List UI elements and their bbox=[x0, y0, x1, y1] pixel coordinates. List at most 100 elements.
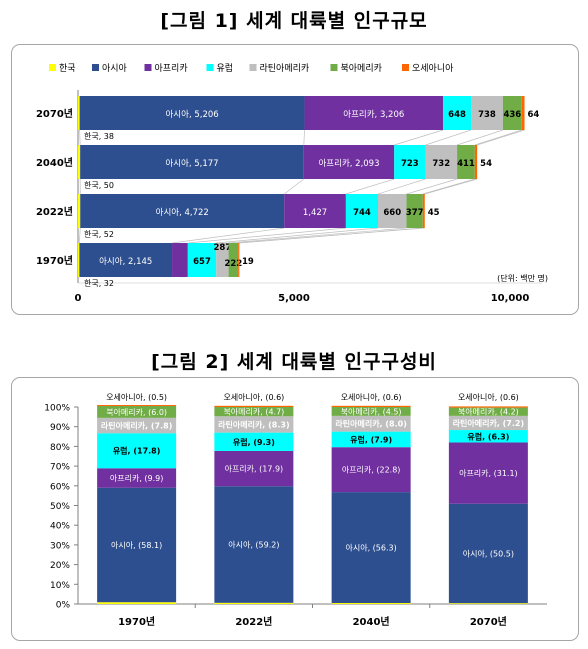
bar-아프리카-2070년 bbox=[304, 96, 444, 130]
legend-swatch bbox=[249, 64, 257, 71]
data-label: 북아메리카, (6.0) bbox=[106, 407, 167, 417]
data-label: 라틴아메리카, (8.0) bbox=[335, 419, 406, 429]
data-label: 라틴아메리카, (8.3) bbox=[218, 419, 289, 429]
y-tick-label: 60% bbox=[50, 482, 70, 492]
bar-한국-2040년 bbox=[331, 603, 411, 604]
bar-아프리카-2022년 bbox=[214, 450, 294, 487]
bar-유럽-2070년 bbox=[448, 430, 528, 443]
legend-label: 아프리카 bbox=[155, 63, 188, 74]
legend-label: 아시아 bbox=[102, 63, 128, 74]
data-label: 한국, 32 bbox=[84, 279, 114, 288]
bar-한국-1970년 bbox=[78, 243, 80, 277]
data-label: 유럽, (9.3) bbox=[233, 437, 275, 447]
series-connector-line bbox=[284, 178, 305, 195]
data-label: 아시아, 5,177 bbox=[165, 158, 218, 169]
data-label: 744 bbox=[353, 208, 371, 218]
data-label: 북아메리카, (4.2) bbox=[458, 407, 519, 417]
bar-한국-2022년 bbox=[78, 194, 81, 228]
bar-북아메리카-2070년 bbox=[502, 96, 522, 130]
series-connector-line bbox=[406, 178, 458, 195]
data-label: 1,427 bbox=[303, 208, 327, 218]
data-label: 아프리카, 3,206 bbox=[343, 109, 404, 120]
bar-오세아니아-1970년 bbox=[97, 405, 177, 407]
series-connector-line bbox=[345, 178, 395, 195]
bar-라틴아메리카-2022년 bbox=[214, 416, 294, 433]
bar-북아메리카-2022년 bbox=[406, 194, 423, 228]
category-label: 2040년 bbox=[353, 615, 390, 628]
series-connector-line bbox=[79, 227, 81, 244]
bar-아시아-1970년 bbox=[97, 487, 177, 603]
bar-아시아-2022년 bbox=[214, 486, 294, 603]
category-label: 2070년 bbox=[36, 107, 73, 120]
data-label: 아시아, (50.5) bbox=[463, 548, 514, 558]
legend-swatch bbox=[206, 64, 214, 71]
bar-아프리카-2040년 bbox=[331, 447, 411, 493]
bar-유럽-2040년 bbox=[394, 145, 426, 179]
category-label: 1970년 bbox=[36, 254, 73, 267]
bar-아프리카-2022년 bbox=[284, 194, 346, 228]
bar-한국-2022년 bbox=[214, 602, 294, 604]
bar-유럽-2022년 bbox=[214, 432, 294, 451]
legend-label: 북아메리카 bbox=[341, 63, 382, 74]
data-label: 64 bbox=[528, 110, 540, 120]
data-label: 411 bbox=[457, 159, 475, 169]
bar-유럽-1970년 bbox=[97, 433, 177, 469]
legend-item-오세아니아: 오세아니아 bbox=[402, 63, 454, 74]
bar-라틴아메리카-2070년 bbox=[471, 96, 503, 130]
data-label: 아시아, 2,145 bbox=[99, 256, 152, 267]
bar-라틴아메리카-2040년 bbox=[331, 415, 411, 432]
data-label: 아프리카, (22.8) bbox=[342, 465, 401, 475]
unit-note: (단위: 백만 명) bbox=[497, 273, 548, 283]
legend-item-아시아: 아시아 bbox=[92, 63, 128, 74]
data-label: 45 bbox=[428, 208, 440, 218]
bar-북아메리카-2022년 bbox=[214, 407, 294, 417]
population-size-chart: 한국 아시아 아프리카 유럽 라틴아메리카 북아메리카 오세아니아 0 5,000 10,000 2… bbox=[36, 63, 548, 304]
legend-item-한국: 한국 bbox=[49, 63, 76, 74]
series-connector-line bbox=[303, 129, 305, 146]
category-label: 2040년 bbox=[36, 156, 73, 169]
legend-item-북아메리카: 북아메리카 bbox=[330, 63, 382, 74]
data-label: 54 bbox=[480, 159, 492, 169]
bar-오세아니아-2040년 bbox=[474, 145, 478, 179]
bar-라틴아메리카-2070년 bbox=[448, 415, 528, 431]
bar-라틴아메리카-2040년 bbox=[425, 145, 458, 179]
bar-아프리카-1970년 bbox=[97, 468, 177, 488]
y-tick-label: 20% bbox=[50, 561, 70, 571]
legend-swatch bbox=[144, 64, 152, 71]
x-tick-label: 10,000 bbox=[491, 293, 530, 304]
data-label: 아프리카, 2,093 bbox=[318, 158, 379, 169]
series-connector-line bbox=[377, 178, 426, 195]
bar-오세아니아-1970년 bbox=[238, 243, 240, 277]
data-label: 723 bbox=[401, 159, 419, 169]
legend-item-라틴아메리카: 라틴아메리카 bbox=[249, 63, 310, 74]
data-label: 한국, 50 bbox=[84, 181, 114, 190]
series-connector-line bbox=[425, 129, 472, 146]
bar-북아메리카-2070년 bbox=[448, 407, 528, 416]
legend-label: 라틴아메리카 bbox=[260, 63, 310, 74]
bar-유럽-2070년 bbox=[443, 96, 472, 130]
data-label: 377 bbox=[406, 208, 424, 218]
y-tick-label: 30% bbox=[50, 541, 70, 551]
bar-아시아-2070년 bbox=[448, 503, 528, 604]
series-connector-line bbox=[238, 227, 425, 244]
y-tick-label: 0% bbox=[56, 601, 71, 611]
series-connector-line bbox=[394, 129, 444, 146]
legend-swatch bbox=[49, 64, 56, 71]
data-label: 오세아니아, (0.5) bbox=[106, 392, 167, 402]
data-label: 유럽, (6.3) bbox=[467, 431, 509, 441]
data-label: 657 bbox=[193, 257, 211, 267]
bar-아프리카-2070년 bbox=[448, 442, 528, 504]
bar-유럽-2022년 bbox=[345, 194, 379, 228]
population-share-chart: 0%10%20%30%40%50%60%70%80%90%100%한국, (0.… bbox=[44, 392, 547, 628]
y-tick-label: 40% bbox=[50, 522, 70, 532]
bar-오세아니아-2022년 bbox=[214, 405, 294, 407]
bar-북아메리카-2040년 bbox=[457, 145, 475, 179]
data-label: 아시아, (58.1) bbox=[111, 540, 162, 550]
y-tick-label: 50% bbox=[50, 502, 70, 512]
population-size-chart-panel: 한국 아시아 아프리카 유럽 라틴아메리카 북아메리카 오세아니아 0 5,000 10,000 2… bbox=[11, 44, 579, 315]
bar-아프리카-1970년 bbox=[172, 243, 188, 277]
x-tick-label: 5,000 bbox=[278, 293, 310, 304]
data-label: 아시아, (56.3) bbox=[346, 543, 397, 553]
category-label: 2022년 bbox=[36, 205, 73, 218]
data-label: 아시아, 5,206 bbox=[165, 109, 218, 120]
